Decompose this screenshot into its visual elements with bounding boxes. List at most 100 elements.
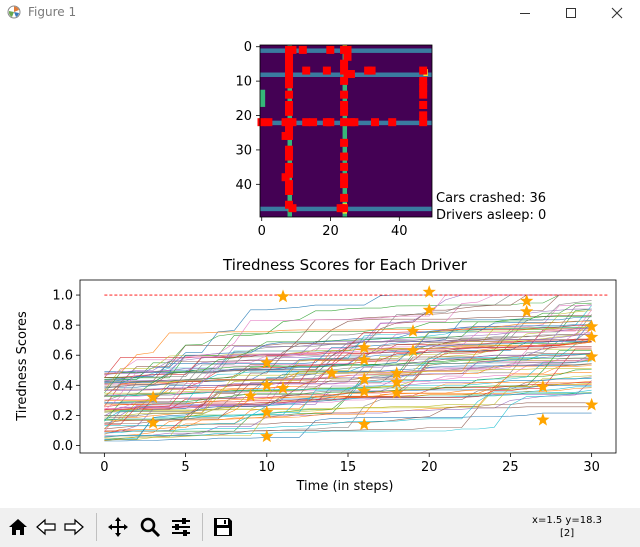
car-marker <box>340 107 349 116</box>
car-marker <box>340 59 349 68</box>
car-marker <box>388 118 397 127</box>
road-end-cell <box>260 89 266 107</box>
x-tick-label: 20 <box>322 224 339 239</box>
asleep-star-marker <box>390 385 404 399</box>
asleep-star-marker <box>357 352 371 366</box>
driver-series <box>104 294 592 442</box>
driver-line <box>104 300 592 389</box>
driver-line <box>104 406 592 441</box>
car-marker <box>419 76 428 85</box>
home-button[interactable] <box>5 514 31 540</box>
driver-line <box>104 305 592 383</box>
x-tick-label: 25 <box>502 460 519 475</box>
driver-line <box>104 309 592 377</box>
minimize-icon <box>520 13 530 14</box>
driver-line <box>104 378 592 397</box>
asleep-star-marker <box>585 349 599 363</box>
grid-map-axes: 0 20 40 0 10 20 30 40 Cars crashed: 36 Drivers … <box>235 40 546 239</box>
driver-line <box>104 360 592 421</box>
asleep-star-marker <box>357 372 371 385</box>
asleep-star-marker <box>585 397 599 411</box>
driver-line <box>104 326 592 439</box>
car-marker <box>340 162 349 171</box>
car-marker <box>326 118 335 127</box>
asleep-star-marker <box>520 304 534 318</box>
driver-line <box>104 359 592 402</box>
asleep-star-marker <box>536 412 550 426</box>
car-marker <box>419 66 428 75</box>
car-marker <box>340 118 349 127</box>
asleep-star-marker <box>585 319 599 333</box>
car-marker <box>257 118 266 127</box>
car-marker <box>288 45 297 54</box>
car-marker <box>285 125 294 134</box>
car-marker <box>285 100 294 109</box>
car-marker <box>371 118 380 127</box>
driver-line <box>104 348 592 432</box>
car-marker <box>343 45 352 54</box>
asleep-star-marker <box>357 384 371 397</box>
driver-line <box>104 380 592 437</box>
x-tick-label: 5 <box>181 460 189 475</box>
cars-crashed-label: Cars crashed: 36 <box>436 191 546 206</box>
asleep-star-marker <box>260 429 274 443</box>
driver-line <box>104 328 592 391</box>
driver-line <box>104 412 592 442</box>
car-marker <box>298 45 307 54</box>
configure-button[interactable] <box>168 514 194 540</box>
driver-line <box>104 353 592 421</box>
car-marker <box>340 173 349 182</box>
y-tick-label: 1.0 <box>52 289 73 304</box>
driver-line <box>104 339 592 378</box>
matplotlib-logo-icon <box>7 5 21 19</box>
car-marker <box>340 193 349 202</box>
minimize-button[interactable] <box>502 0 548 26</box>
car-markers <box>257 45 428 213</box>
car-marker <box>309 118 318 127</box>
car-marker <box>340 152 349 161</box>
asleep-star-marker <box>146 390 160 403</box>
y-tick-label: 20 <box>235 109 252 124</box>
car-marker <box>285 80 294 89</box>
driver-line <box>104 387 592 432</box>
driver-line <box>104 386 592 434</box>
save-button[interactable] <box>210 514 236 540</box>
asleep-star-marker <box>422 303 436 316</box>
car-marker <box>288 204 297 213</box>
driver-line <box>104 341 592 404</box>
chart-title: Tiredness Scores for Each Driver <box>222 256 468 274</box>
forward-button[interactable] <box>61 514 87 540</box>
asleep-star-marker <box>146 415 160 429</box>
maximize-button[interactable] <box>548 0 594 26</box>
zoom-button[interactable] <box>137 514 163 540</box>
save-icon <box>214 518 232 536</box>
asleep-star-marker <box>390 366 404 379</box>
asleep-star-marker <box>357 340 371 354</box>
back-button[interactable] <box>33 514 59 540</box>
driver-line <box>104 320 592 375</box>
car-marker <box>419 118 428 127</box>
driver-line <box>104 358 592 433</box>
vertical-road <box>342 45 348 217</box>
chart-ticks: 0 5 10 15 20 25 30 0.0 0.2 0.4 0.6 0.8 1.0 <box>52 289 600 475</box>
y-tick-label: 0.6 <box>52 349 73 364</box>
y-tick-label: 0.2 <box>52 409 73 424</box>
car-marker <box>326 45 335 54</box>
x-tick-label: 10 <box>259 460 276 475</box>
car-marker <box>419 100 428 109</box>
car-marker <box>285 90 294 99</box>
car-marker <box>350 118 359 127</box>
driver-line <box>104 353 592 419</box>
x-tick-label: 0 <box>258 224 266 239</box>
asleep-star-marker <box>406 324 420 337</box>
asleep-star-marker <box>357 417 371 431</box>
window-title: Figure 1 <box>28 5 77 19</box>
y-tick-label: 0.4 <box>52 379 73 394</box>
car-marker <box>340 204 349 213</box>
figure-canvas[interactable]: 0 20 40 0 10 20 30 40 Cars crashed: 36 Drivers … <box>0 26 640 508</box>
driver-line <box>104 359 592 401</box>
pan-button[interactable] <box>105 514 131 540</box>
close-button[interactable] <box>594 0 640 26</box>
coords-xy: x=1.5 y=18.3 <box>532 515 602 526</box>
car-marker <box>285 52 294 61</box>
